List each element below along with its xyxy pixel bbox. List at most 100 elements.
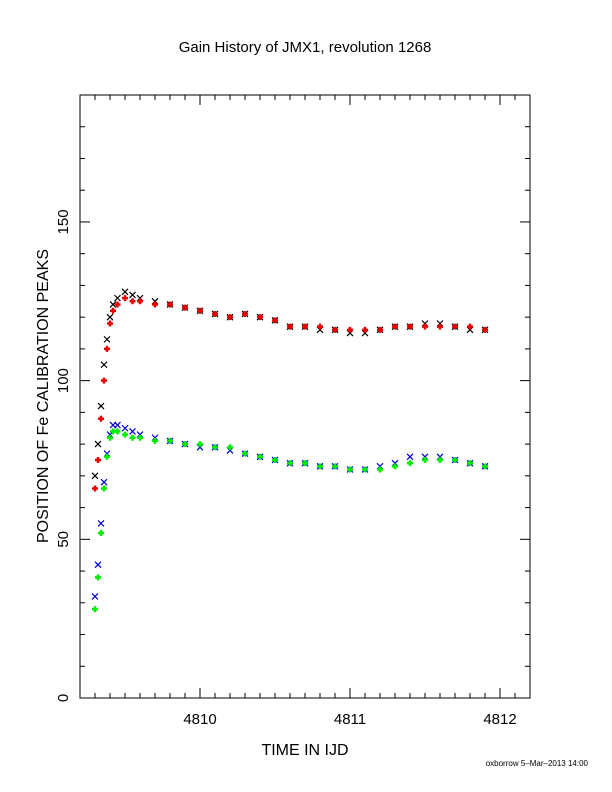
data-point — [92, 606, 98, 613]
x-tick-label: 4810 — [183, 711, 216, 728]
data-point — [347, 326, 353, 333]
data-point — [257, 453, 263, 460]
y-axis-label: POSITION OF Fe CALIBRATION PEAKS — [35, 249, 52, 543]
data-point — [392, 323, 398, 330]
data-point — [137, 434, 143, 441]
data-point — [129, 298, 136, 305]
data-point — [114, 421, 121, 429]
data-point — [406, 453, 414, 461]
data-point — [452, 456, 458, 463]
data-point — [92, 485, 98, 492]
x-tick-label: 4811 — [334, 711, 366, 728]
y-tick-label: 0 — [55, 694, 72, 702]
y-tick-label: 50 — [55, 531, 72, 548]
data-point — [377, 466, 383, 473]
data-point — [100, 361, 108, 369]
data-point — [103, 335, 111, 343]
data-point — [407, 460, 413, 467]
data-point — [101, 485, 107, 492]
data-point — [152, 437, 158, 444]
data-point — [392, 463, 398, 470]
data-point — [121, 424, 129, 432]
data-point — [437, 323, 443, 330]
data-point — [97, 520, 105, 527]
data-point — [94, 440, 102, 448]
data-point — [197, 441, 203, 448]
data-point — [122, 431, 128, 438]
data-point — [109, 301, 117, 308]
data-point — [287, 323, 293, 330]
x-tick-labels: 4810 4811 4812 — [183, 711, 516, 728]
data-point — [332, 463, 338, 470]
data-point — [129, 291, 136, 299]
data-point — [94, 561, 102, 569]
data-point — [362, 326, 368, 333]
data-point — [317, 463, 323, 470]
data-point — [122, 295, 128, 302]
data-point — [137, 298, 143, 305]
data-point — [114, 301, 121, 308]
data-point — [167, 301, 173, 308]
data-point — [91, 593, 99, 600]
data-point — [101, 377, 107, 384]
data-point — [452, 323, 458, 330]
data-point — [104, 345, 110, 352]
data-point — [110, 307, 116, 314]
data-point — [212, 310, 218, 317]
data-point — [227, 314, 233, 321]
data-point — [332, 326, 338, 333]
footer-credit: oxborrow 5–Mar–2013 14:00 — [486, 759, 589, 768]
data-point — [302, 460, 308, 467]
data-point — [467, 460, 473, 467]
y-tick-label: 100 — [55, 368, 72, 393]
data-point — [422, 323, 428, 330]
series-3 — [91, 421, 489, 600]
x-tick-label: 4812 — [483, 711, 516, 728]
data-point — [422, 456, 428, 463]
x-axis-label: TIME IN IJD — [261, 742, 348, 759]
data-point — [212, 444, 218, 451]
data-point — [302, 323, 308, 330]
data-point — [129, 427, 136, 435]
chart-title: Gain History of JMX1, revolution 1268 — [179, 39, 432, 56]
y-tick-labels: 0 50 100 150 — [55, 209, 72, 702]
data-point — [437, 456, 443, 463]
data-point — [347, 466, 353, 473]
data-point — [95, 574, 101, 581]
data-point — [104, 453, 110, 460]
data-point — [95, 456, 101, 463]
data-point — [287, 460, 293, 467]
data-point — [114, 294, 121, 302]
data-point — [242, 310, 248, 317]
data-point — [152, 301, 158, 308]
data-point — [362, 466, 368, 473]
series-4 — [92, 428, 488, 613]
series-1 — [91, 288, 489, 480]
data-point — [197, 307, 203, 314]
data-point — [272, 456, 278, 463]
data-point — [227, 444, 233, 451]
data-point — [257, 314, 263, 321]
data-point — [467, 323, 473, 330]
data-point — [98, 415, 104, 422]
data-point — [182, 441, 188, 448]
data-point — [482, 463, 488, 470]
data-point — [182, 304, 188, 311]
y-tick-label: 150 — [55, 209, 72, 234]
data-marks — [91, 288, 489, 613]
data-point — [100, 478, 108, 486]
data-point — [129, 434, 136, 441]
data-point — [107, 320, 113, 327]
data-point — [167, 437, 173, 444]
data-point — [107, 434, 113, 441]
data-point — [242, 450, 248, 457]
data-point — [121, 288, 129, 296]
series-2 — [92, 295, 488, 492]
data-point — [97, 402, 105, 410]
data-point — [114, 428, 121, 435]
data-point — [407, 323, 413, 330]
data-point — [106, 313, 114, 321]
data-point — [317, 323, 323, 330]
axis-ticks — [79, 94, 531, 699]
